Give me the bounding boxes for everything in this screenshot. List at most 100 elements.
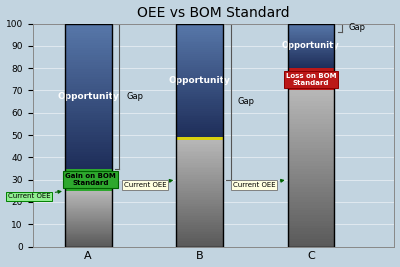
Bar <box>65 200 112 201</box>
Bar <box>65 65 112 67</box>
Bar <box>65 55 112 57</box>
Bar <box>288 32 334 33</box>
Bar <box>65 226 112 227</box>
Bar <box>288 35 334 36</box>
Bar <box>176 73 223 75</box>
Bar <box>65 240 112 241</box>
Bar <box>176 60 223 61</box>
Bar <box>65 99 112 101</box>
Bar <box>288 39 334 40</box>
Bar <box>288 218 334 221</box>
Bar <box>176 211 223 213</box>
Bar <box>288 135 334 137</box>
Bar <box>65 103 112 106</box>
Bar <box>65 225 112 226</box>
Bar <box>176 134 223 135</box>
Bar <box>288 59 334 60</box>
Bar <box>176 175 223 177</box>
Bar <box>176 156 223 158</box>
Bar <box>288 54 334 55</box>
Bar <box>65 192 112 193</box>
Bar <box>176 86 223 88</box>
Bar <box>288 114 334 116</box>
Bar <box>176 190 223 191</box>
Bar <box>288 150 334 153</box>
Bar <box>288 119 334 122</box>
Bar <box>176 135 223 140</box>
Bar <box>65 106 112 108</box>
Bar <box>176 77 223 78</box>
Bar <box>176 181 223 183</box>
Bar <box>176 222 223 223</box>
Bar <box>288 231 334 234</box>
Bar <box>288 43 334 44</box>
Bar <box>288 62 334 63</box>
Bar <box>65 242 112 243</box>
Bar <box>65 168 112 191</box>
Bar <box>288 163 334 166</box>
Bar <box>176 197 223 199</box>
Bar <box>65 132 112 135</box>
Bar <box>288 47 334 48</box>
Bar <box>288 60 334 61</box>
Bar <box>65 69 112 72</box>
Bar <box>176 191 223 193</box>
Bar <box>288 137 334 140</box>
Bar <box>176 97 223 99</box>
Text: Loss on BOM
Standard: Loss on BOM Standard <box>286 73 336 86</box>
Bar <box>176 232 223 234</box>
Bar <box>176 165 223 167</box>
Bar <box>65 212 112 213</box>
Bar <box>176 27 223 29</box>
Bar <box>288 53 334 54</box>
Bar <box>65 142 112 144</box>
Bar <box>176 113 223 115</box>
Bar <box>176 195 223 197</box>
Bar <box>65 57 112 60</box>
Bar <box>65 50 112 53</box>
Bar <box>176 227 223 229</box>
Bar <box>65 53 112 55</box>
Bar <box>288 23 334 247</box>
Bar <box>288 202 334 205</box>
Bar <box>65 154 112 156</box>
Bar <box>288 66 334 67</box>
Bar <box>65 198 112 199</box>
Bar <box>65 229 112 230</box>
Bar <box>176 96 223 97</box>
Bar <box>176 29 223 31</box>
Bar <box>288 34 334 35</box>
Bar <box>288 174 334 176</box>
Bar <box>176 167 223 168</box>
Bar <box>288 41 334 42</box>
Bar <box>176 159 223 161</box>
Bar <box>176 31 223 33</box>
Bar <box>176 170 223 172</box>
Bar <box>176 84 223 86</box>
Bar <box>288 48 334 49</box>
Bar <box>288 176 334 179</box>
Bar <box>65 193 112 194</box>
Bar <box>176 63 223 65</box>
Bar <box>288 31 334 32</box>
Bar <box>65 202 112 203</box>
Bar <box>288 124 334 127</box>
Bar <box>176 152 223 154</box>
Bar <box>288 40 334 41</box>
Bar <box>176 241 223 243</box>
Bar <box>288 116 334 119</box>
Bar <box>176 109 223 111</box>
Bar <box>288 184 334 187</box>
Bar <box>65 111 112 113</box>
Bar <box>65 93 112 96</box>
Bar <box>65 223 112 224</box>
Bar <box>65 96 112 99</box>
Bar <box>288 221 334 223</box>
Bar <box>288 103 334 106</box>
Bar <box>65 26 112 28</box>
Bar <box>288 49 334 50</box>
Bar <box>65 209 112 210</box>
Bar <box>176 135 223 137</box>
Bar <box>176 23 223 25</box>
Bar <box>288 56 334 57</box>
